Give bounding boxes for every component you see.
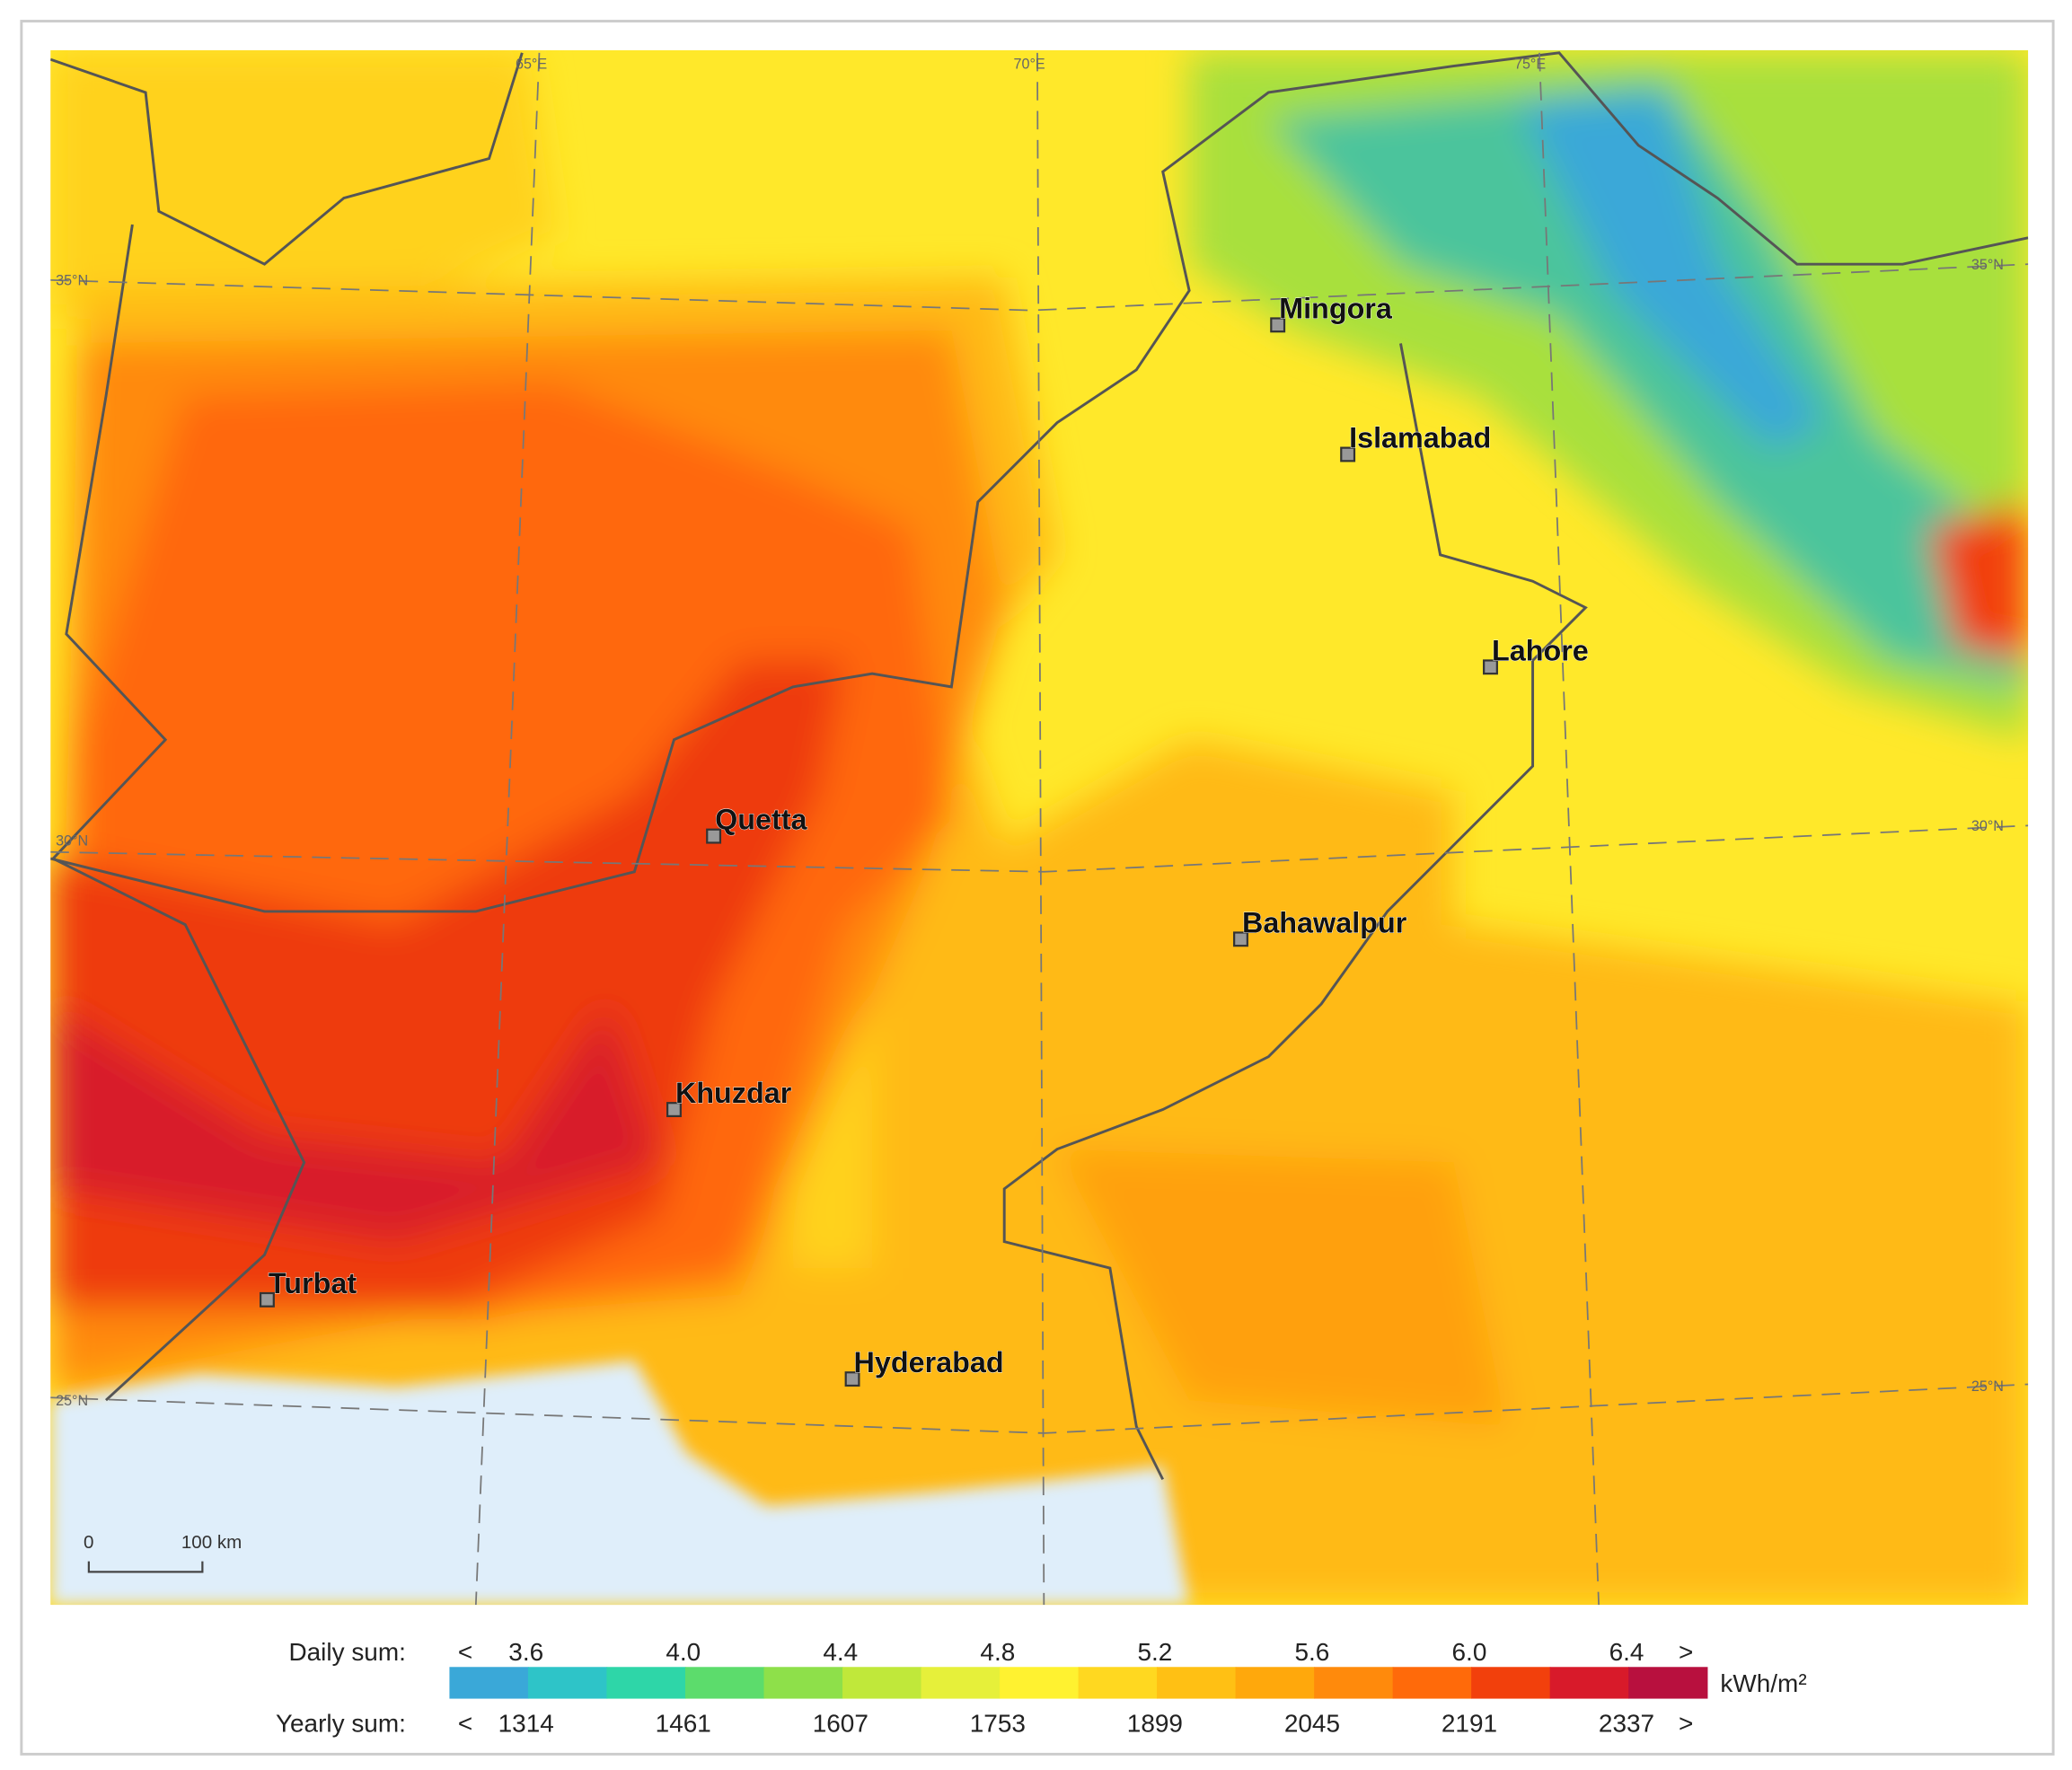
city-label: Lahore — [1492, 634, 1589, 666]
yearly-tick: 1461 — [656, 1709, 711, 1737]
city-marker — [259, 1291, 275, 1308]
legend-swatch — [527, 1667, 608, 1699]
legend-swatch — [1628, 1667, 1708, 1699]
map — [50, 49, 2029, 1606]
yearly-tick: 1314 — [498, 1709, 554, 1737]
daily-tick: 4.0 — [666, 1638, 701, 1666]
scale-label: 100 km — [181, 1532, 242, 1553]
legend-less: < — [458, 1709, 472, 1737]
daily-tick: 4.8 — [980, 1638, 1015, 1666]
sea — [50, 1361, 1190, 1606]
city-marker — [1233, 931, 1248, 947]
yearly-tick: 1899 — [1127, 1709, 1183, 1737]
legend-less: < — [458, 1638, 472, 1666]
legend-swatch — [763, 1667, 843, 1699]
legend-label: Yearly sum: — [276, 1709, 406, 1737]
scale-bar: 0 100 km — [84, 1532, 242, 1573]
legend-swatch — [1157, 1667, 1237, 1699]
city-marker — [666, 1102, 682, 1118]
legend-swatch — [842, 1667, 922, 1699]
city-marker — [1270, 317, 1286, 333]
daily-tick: 4.4 — [823, 1638, 858, 1666]
yearly-tick: 2045 — [1284, 1709, 1340, 1737]
legend-swatch — [1392, 1667, 1472, 1699]
lat-label: 25°N — [1971, 1378, 2004, 1395]
legend-swatch — [1471, 1667, 1551, 1699]
daily-tick: 6.0 — [1452, 1638, 1487, 1666]
legend-more: > — [1679, 1638, 1693, 1666]
legend-more: > — [1679, 1709, 1693, 1737]
borders — [50, 51, 2029, 1481]
legend-swatch — [1235, 1667, 1315, 1699]
scale-label: 0 — [84, 1532, 93, 1553]
lon-label: 75°E — [1514, 56, 1546, 72]
lat-label: 30°N — [56, 832, 88, 849]
city-label: Mingora — [1279, 292, 1393, 324]
legend-swatch — [1078, 1667, 1158, 1699]
city-label: Turbat — [269, 1267, 357, 1299]
city-label: Khuzdar — [675, 1077, 792, 1109]
city-marker — [706, 828, 722, 844]
lon-label: 70°E — [1013, 56, 1045, 72]
city-label: Quetta — [715, 804, 807, 836]
daily-tick: 6.4 — [1609, 1638, 1644, 1666]
city-label: Hyderabad — [854, 1346, 1004, 1378]
lon-label: 65°E — [516, 56, 547, 72]
yearly-tick: 1753 — [970, 1709, 1026, 1737]
legend-label: Daily sum: — [288, 1638, 405, 1666]
irradiation-field — [50, 49, 2029, 1606]
daily-tick: 5.6 — [1294, 1638, 1329, 1666]
legend-unit: kWh/m² — [1720, 1669, 1806, 1697]
legend-swatch — [1000, 1667, 1080, 1699]
city-marker — [1340, 446, 1356, 462]
legend-swatch — [1549, 1667, 1629, 1699]
legend-swatch — [1314, 1667, 1394, 1699]
city-marker — [1483, 659, 1498, 675]
daily-tick: 5.2 — [1137, 1638, 1172, 1666]
lat-label: 35°N — [1971, 257, 2004, 273]
graticule — [50, 52, 2029, 1606]
city-marker — [844, 1371, 860, 1387]
yearly-tick: 1607 — [813, 1709, 868, 1737]
yearly-tick: 2191 — [1442, 1709, 1497, 1737]
scale-line — [87, 1561, 204, 1573]
legend-swatch — [606, 1667, 686, 1699]
legend-swatch — [921, 1667, 1001, 1699]
daily-tick: 3.6 — [508, 1638, 543, 1666]
yearly-tick: 2337 — [1599, 1709, 1654, 1737]
legend-swatch — [684, 1667, 765, 1699]
legend-swatch — [449, 1667, 529, 1699]
city-label: Islamabad — [1349, 422, 1491, 454]
city-label: Bahawalpur — [1242, 906, 1407, 938]
lat-label: 25°N — [56, 1393, 88, 1409]
lat-label: 35°N — [56, 273, 88, 289]
lat-label: 30°N — [1971, 818, 2004, 834]
